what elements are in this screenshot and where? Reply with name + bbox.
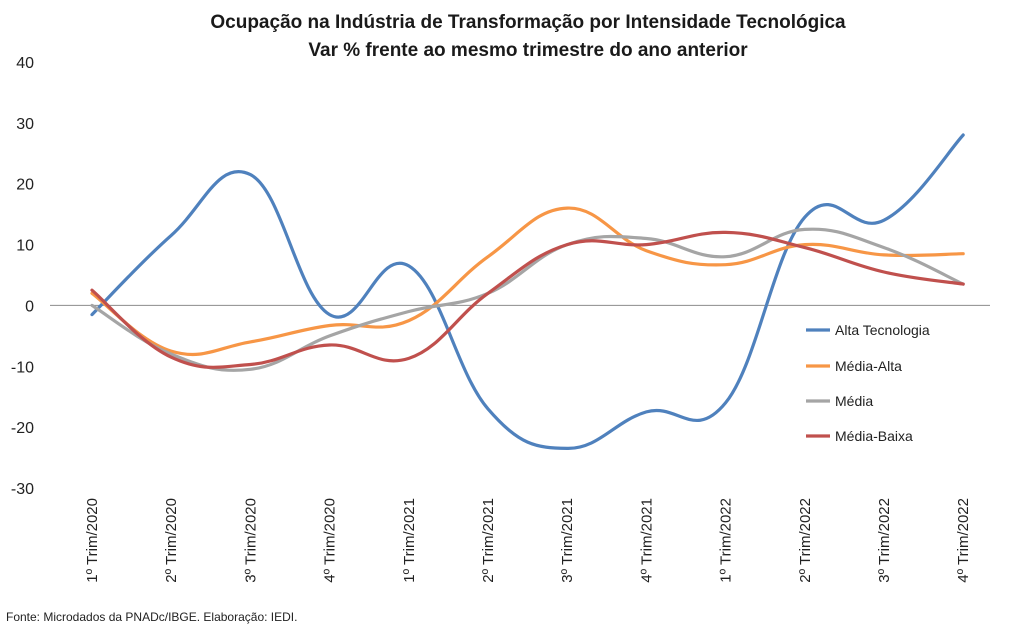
- y-tick-label: 0: [25, 298, 34, 315]
- chart-title: Ocupação na Indústria de Transformação p…: [210, 12, 846, 33]
- series-line-m-dia-alta: [90, 206, 965, 356]
- x-tick-label: 3º Trim/2021: [559, 498, 576, 583]
- legend-label: Alta Tecnologia: [835, 322, 930, 338]
- x-tick-label: 1º Trim/2020: [84, 498, 101, 583]
- series-line-alta-tecnologia: [90, 133, 965, 451]
- y-axis-ticks: 40 30 20 10 0 -10 -20 -30: [11, 55, 34, 498]
- x-tick-label: 2º Trim/2022: [797, 498, 814, 583]
- legend: Alta Tecnologia Média-Alta Média Média-Baix…: [806, 322, 930, 444]
- x-tick-label: 4º Trim/2020: [322, 498, 339, 583]
- x-tick-label: 1º Trim/2021: [401, 498, 418, 583]
- x-tick-label: 3º Trim/2022: [876, 498, 893, 583]
- series-lines: [90, 133, 965, 451]
- x-tick-label: 4º Trim/2021: [638, 498, 655, 583]
- x-tick-label: 3º Trim/2020: [242, 498, 259, 583]
- x-tick-label: 2º Trim/2020: [163, 498, 180, 583]
- chart-subtitle: Var % frente ao mesmo trimestre do ano a…: [308, 40, 748, 61]
- x-axis-ticks: 1º Trim/2020 2º Trim/2020 3º Trim/2020 4º T…: [84, 498, 972, 583]
- y-tick-label: -10: [11, 359, 34, 376]
- series-line-m-dia: [90, 227, 965, 372]
- legend-label: Média-Alta: [835, 358, 902, 374]
- x-tick-label: 2º Trim/2021: [480, 498, 497, 583]
- x-tick-label: 1º Trim/2022: [718, 498, 735, 583]
- y-tick-label: -30: [11, 481, 34, 498]
- y-tick-label: 10: [16, 238, 34, 255]
- source-note: Fonte: Microdados da PNADc/IBGE. Elabora…: [6, 610, 297, 624]
- y-tick-label: 20: [16, 177, 34, 194]
- y-tick-label: -20: [11, 420, 34, 437]
- legend-label: Média-Baixa: [835, 428, 913, 444]
- y-tick-label: 30: [16, 116, 34, 133]
- y-tick-label: 40: [16, 55, 34, 72]
- legend-label: Média: [835, 393, 873, 409]
- x-tick-label: 4º Trim/2022: [955, 498, 972, 583]
- series-line-m-dia-baixa: [90, 230, 965, 369]
